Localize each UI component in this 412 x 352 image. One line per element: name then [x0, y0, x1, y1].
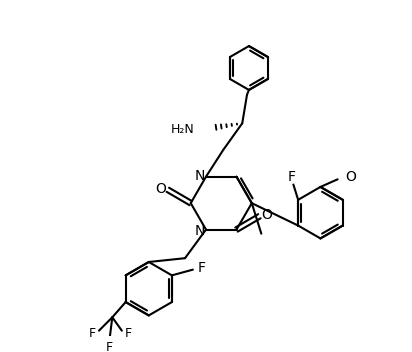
Text: N: N: [195, 224, 206, 238]
Text: O: O: [155, 182, 166, 196]
Text: F: F: [125, 327, 132, 340]
Text: O: O: [262, 208, 272, 222]
Text: O: O: [346, 170, 356, 184]
Text: F: F: [197, 261, 206, 275]
Text: N: N: [195, 169, 206, 183]
Text: F: F: [89, 327, 96, 340]
Text: F: F: [106, 341, 113, 352]
Text: F: F: [288, 170, 295, 184]
Text: H₂N: H₂N: [171, 124, 194, 137]
